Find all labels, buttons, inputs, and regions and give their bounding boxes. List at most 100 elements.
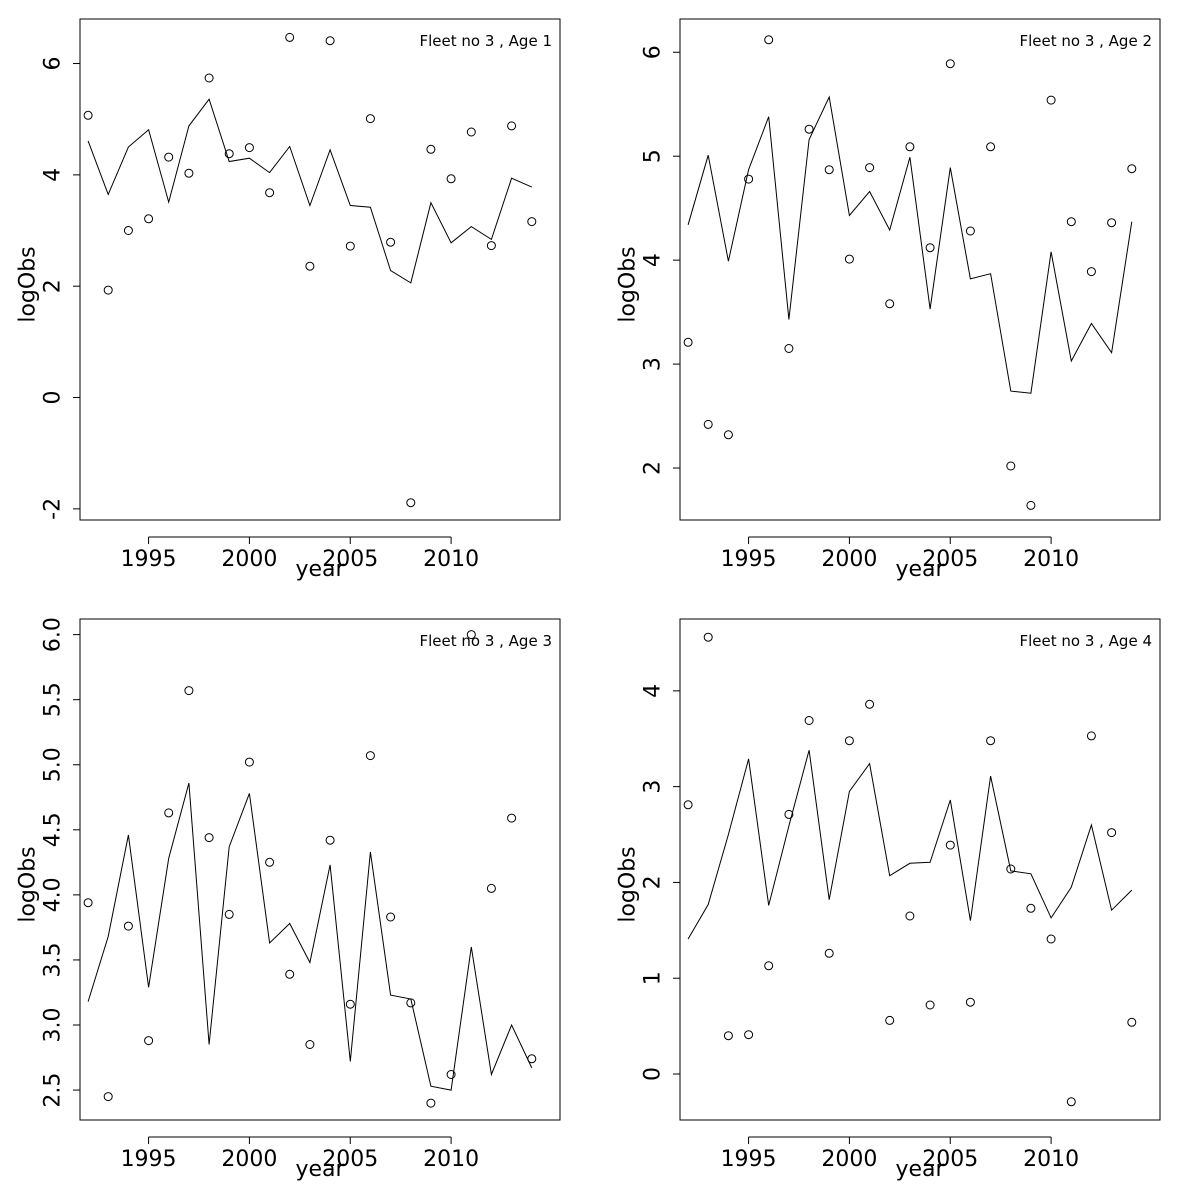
- y-tick-label: 0: [41, 391, 66, 405]
- y-tick-label: -2: [41, 498, 66, 520]
- observation-point: [1026, 903, 1036, 913]
- fitted-line: [87, 98, 533, 284]
- x-tick-label: 1995: [121, 1147, 177, 1172]
- observation-point: [945, 840, 955, 850]
- observation-point: [486, 241, 496, 251]
- observation-point: [1086, 267, 1096, 277]
- panel-title: Fleet no 3 , Age 1: [419, 32, 552, 50]
- observation-point: [986, 142, 996, 152]
- y-tick-label: 4: [41, 168, 66, 182]
- observation-point: [1127, 164, 1137, 174]
- observation-point: [1107, 218, 1117, 228]
- plot-frame: [79, 18, 561, 521]
- y-tick-label: 4.5: [41, 812, 66, 847]
- observation-point: [905, 142, 915, 152]
- y-tick-label: 4: [641, 253, 666, 267]
- observation-point: [744, 174, 754, 184]
- observation-point: [723, 430, 733, 440]
- observation-point: [466, 127, 476, 137]
- panel-title: Fleet no 3 , Age 4: [1019, 632, 1152, 650]
- x-tick-label: 2000: [821, 1147, 877, 1172]
- observation-point: [486, 883, 496, 893]
- observation-point: [1107, 828, 1117, 838]
- plot-frame: [679, 618, 1161, 1121]
- observation-point: [325, 36, 335, 46]
- observation-point: [986, 736, 996, 746]
- observation-point: [144, 214, 154, 224]
- observation-point: [83, 898, 93, 908]
- y-tick-label: 2.5: [41, 1073, 66, 1108]
- x-tick-label: 2005: [922, 1147, 978, 1172]
- observation-point: [824, 165, 834, 175]
- x-tick-label: 2000: [221, 1147, 277, 1172]
- panel-2: Fleet no 3 , Age 2 1995 2000 2005 2010 year 2 3…: [616, 18, 1161, 582]
- fitted-line: [87, 782, 533, 1091]
- x-tick-label: 1995: [121, 547, 177, 572]
- observation-point: [925, 243, 935, 253]
- observation-point: [123, 226, 133, 235]
- observation-point: [83, 110, 93, 120]
- y-tick-label: 3: [641, 780, 666, 794]
- observation-point: [885, 1015, 895, 1025]
- observation-point: [184, 168, 194, 178]
- observation-point: [386, 237, 396, 247]
- y-tick-label: 4.0: [41, 877, 66, 912]
- observation-point: [683, 337, 693, 347]
- fitted-line: [687, 750, 1133, 940]
- y-tick-label: 3: [641, 357, 666, 371]
- observation-point: [507, 813, 517, 823]
- observation-point: [144, 1036, 154, 1046]
- y-tick-label: 6: [41, 57, 66, 71]
- x-tick-label: 2010: [1023, 1147, 1079, 1172]
- observation-point: [965, 997, 975, 1007]
- observation-point: [1026, 500, 1036, 510]
- observation-point: [164, 808, 174, 818]
- observation-point: [345, 999, 355, 1009]
- x-tick-label: 2000: [821, 547, 877, 572]
- observation-point: [426, 144, 436, 154]
- y-tick-label: 1: [641, 971, 666, 985]
- observation-point: [925, 1000, 935, 1010]
- observation-point: [723, 1031, 733, 1041]
- observation-point: [1046, 95, 1056, 105]
- y-tick-label: 4: [641, 684, 666, 698]
- y-axis-title: logObs: [16, 246, 41, 322]
- observation-point: [1006, 461, 1016, 471]
- y-tick-label: 3.5: [41, 942, 66, 977]
- x-axis-title: year: [295, 557, 345, 582]
- observation-point: [446, 174, 456, 184]
- y-tick-label: 5.5: [41, 682, 66, 717]
- observation-point: [244, 143, 254, 153]
- observation-point: [285, 969, 295, 979]
- observation-point: [345, 241, 355, 251]
- x-axis-title: year: [895, 557, 945, 582]
- y-tick-label: 5.0: [41, 747, 66, 782]
- x-tick-label: 1995: [721, 1147, 777, 1172]
- observation-point: [844, 736, 854, 746]
- observation-point: [1046, 934, 1056, 944]
- observation-point: [305, 1040, 315, 1049]
- observation-point: [965, 226, 975, 236]
- observation-point: [945, 59, 955, 69]
- x-axis-title: year: [895, 1157, 945, 1182]
- observation-point: [844, 254, 854, 264]
- x-tick-label: 1995: [721, 547, 777, 572]
- observation-point: [446, 1070, 456, 1079]
- observation-point: [744, 1030, 754, 1040]
- observation-point: [784, 344, 794, 353]
- x-tick-label: 2010: [423, 547, 479, 572]
- fitted-line: [687, 95, 1133, 394]
- y-tick-label: 5: [641, 149, 666, 163]
- y-tick-label: 3.0: [41, 1008, 66, 1043]
- observation-point: [244, 757, 254, 767]
- observation-point: [804, 124, 814, 134]
- observation-point: [224, 149, 234, 159]
- plot-frame: [79, 618, 561, 1121]
- x-axis-title: year: [295, 1157, 345, 1182]
- observation-point: [703, 419, 713, 429]
- y-axis-title: logObs: [616, 846, 641, 922]
- panel-1: Fleet no 3 , Age 1 1995 2000 2005 2010 year -2…: [16, 18, 561, 582]
- y-axis-title: logObs: [16, 846, 41, 922]
- x-tick-label: 2005: [922, 547, 978, 572]
- observation-point: [305, 261, 315, 271]
